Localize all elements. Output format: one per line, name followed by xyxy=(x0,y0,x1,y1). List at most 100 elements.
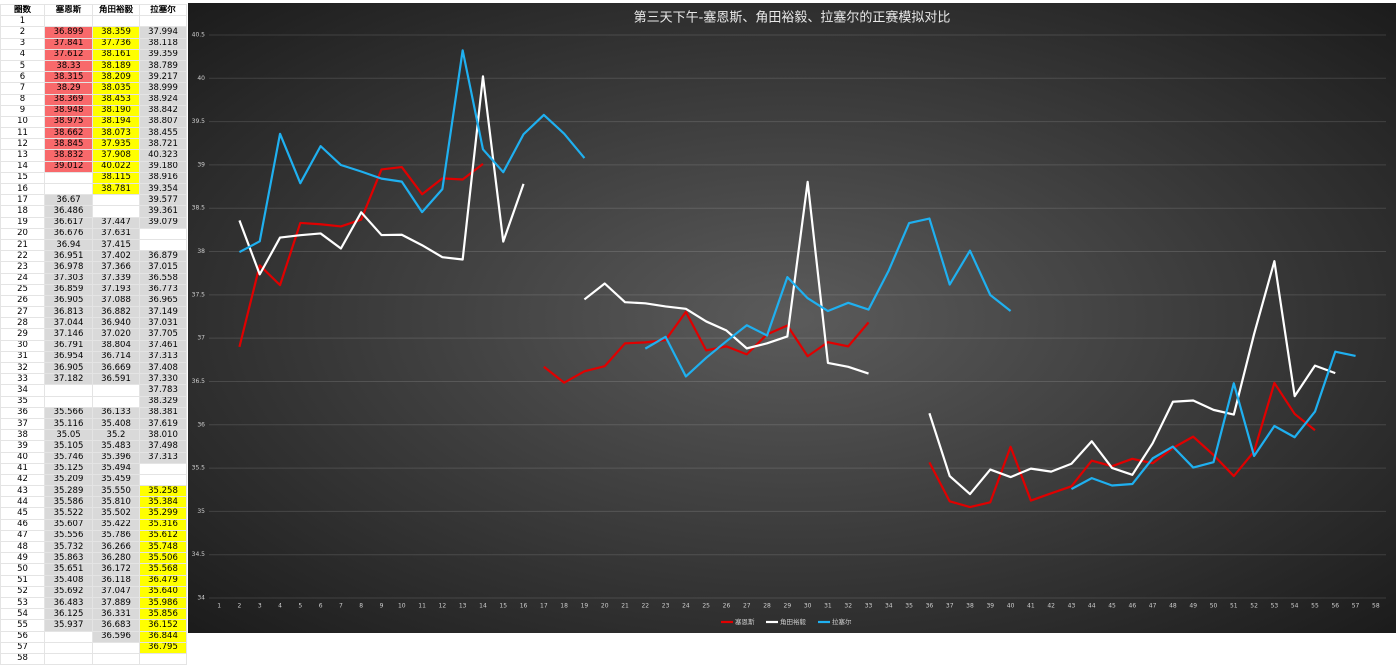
table-cell: 58 xyxy=(0,652,45,665)
table-cell xyxy=(44,652,93,665)
table-cell: 38.975 xyxy=(44,115,93,129)
table-cell: 39.079 xyxy=(139,216,187,229)
table-cell: 35.856 xyxy=(139,608,187,621)
table-cell: 28 xyxy=(0,317,45,330)
table-cell: 41 xyxy=(0,462,45,475)
table-cell: 38.073 xyxy=(92,127,140,140)
table-cell xyxy=(92,395,140,408)
table-cell: 38.832 xyxy=(44,149,93,162)
table-cell: 19 xyxy=(0,216,45,229)
table-cell: 1 xyxy=(0,15,45,28)
table-cell: 36.486 xyxy=(44,205,93,218)
table-cell: 30 xyxy=(0,339,45,352)
table-cell: 46 xyxy=(0,518,45,531)
table-cell: 2 xyxy=(0,26,45,39)
x-tick-label: 7 xyxy=(339,603,343,610)
table-cell: 17 xyxy=(0,194,45,207)
table-cell: 23 xyxy=(0,261,45,274)
table-cell: 36.844 xyxy=(139,630,187,643)
table-cell: 3 xyxy=(0,37,45,50)
table-cell: 39.361 xyxy=(139,205,187,218)
table-cell: 35.522 xyxy=(44,507,93,520)
table-cell: 37.994 xyxy=(139,26,187,39)
table-cell: 35.550 xyxy=(92,485,140,498)
table-cell xyxy=(44,630,93,643)
table-cell: 37.313 xyxy=(139,350,187,364)
table-cell: 37.020 xyxy=(92,328,140,341)
table-row: 10 38.975 38.194 38.807 xyxy=(0,115,187,129)
table-cell: 35.586 xyxy=(44,496,93,509)
table-cell: 39.577 xyxy=(139,194,187,207)
table-cell: 39.354 xyxy=(139,182,187,196)
table-cell: 29 xyxy=(0,328,45,341)
x-tick-label: 20 xyxy=(601,603,609,610)
x-tick-label: 21 xyxy=(621,603,629,610)
x-tick-label: 25 xyxy=(702,603,710,610)
table-row: 46 35.607 35.422 35.316 xyxy=(0,518,187,531)
table-cell: 26 xyxy=(0,294,45,308)
table-cell: 36.714 xyxy=(92,350,140,364)
table-cell xyxy=(139,473,187,487)
table-cell: 36.617 xyxy=(44,216,93,229)
x-tick-label: 17 xyxy=(540,603,548,610)
y-tick-label: 40.5 xyxy=(192,32,206,39)
table-cell: 36.879 xyxy=(139,250,187,263)
chart: 第三天下午-塞恩斯、角田裕毅、拉塞尔的正赛模拟对比 3434.53535.536… xyxy=(188,3,1396,633)
table-row: 43 35.289 35.550 35.258 xyxy=(0,485,187,498)
table-cell: 39 xyxy=(0,440,45,453)
header-cell: 角田裕毅 xyxy=(92,3,140,17)
table-cell: 38.035 xyxy=(92,82,140,95)
table-cell: 21 xyxy=(0,238,45,252)
table-cell: 35.408 xyxy=(44,574,93,587)
table-cell: 38.999 xyxy=(139,82,187,95)
legend-label: 塞恩斯 xyxy=(735,617,755,626)
table-cell: 35.810 xyxy=(92,496,140,509)
x-tick-label: 31 xyxy=(824,603,832,610)
x-tick-label: 43 xyxy=(1068,603,1076,610)
table-cell: 35.748 xyxy=(139,540,187,554)
table-cell: 35.209 xyxy=(44,473,93,487)
x-tick-label: 51 xyxy=(1230,603,1238,610)
x-tick-label: 45 xyxy=(1108,603,1116,610)
x-tick-label: 33 xyxy=(865,603,873,610)
table-row: 6 38.315 38.209 39.217 xyxy=(0,71,187,84)
table-cell: 35.258 xyxy=(139,485,187,498)
table-cell: 36.905 xyxy=(44,294,93,308)
y-tick-label: 36 xyxy=(197,421,205,428)
table-cell: 36.773 xyxy=(139,283,187,296)
table-cell: 36.331 xyxy=(92,608,140,621)
table-cell: 4 xyxy=(0,48,45,61)
table-row: 40 35.746 35.396 37.313 xyxy=(0,451,187,464)
y-tick-label: 37 xyxy=(197,335,205,342)
table-cell: 37.047 xyxy=(92,585,140,598)
table-cell: 36 xyxy=(0,406,45,419)
table-cell: 35.408 xyxy=(92,417,140,431)
series-line xyxy=(238,163,1316,509)
table-cell: 35.316 xyxy=(139,518,187,531)
table-cell: 35.483 xyxy=(92,440,140,453)
x-tick-label: 4 xyxy=(278,603,282,610)
table-row: 15 38.115 38.916 xyxy=(0,171,187,185)
table-cell: 38.190 xyxy=(92,104,140,117)
table-cell: 39.217 xyxy=(139,71,187,84)
table-cell: 35.568 xyxy=(139,563,187,576)
table-row: 27 36.813 36.882 37.149 xyxy=(0,306,187,319)
table-row: 18 36.486 39.361 xyxy=(0,205,187,218)
table-cell: 36.133 xyxy=(92,406,140,419)
table-cell: 37.402 xyxy=(92,250,140,263)
x-tick-label: 48 xyxy=(1169,603,1177,610)
table-cell: 49 xyxy=(0,552,45,565)
table-cell: 38.916 xyxy=(139,171,187,185)
table-cell: 35.502 xyxy=(92,507,140,520)
table-cell: 36.669 xyxy=(92,361,140,375)
table-cell xyxy=(44,395,93,408)
table-cell: 9 xyxy=(0,104,45,117)
table-cell: 35 xyxy=(0,395,45,408)
table-row: 13 38.832 37.908 40.323 xyxy=(0,149,187,162)
table-cell: 35.396 xyxy=(92,451,140,464)
table-cell: 37.044 xyxy=(44,317,93,330)
table-cell xyxy=(92,205,140,218)
table-cell: 37.631 xyxy=(92,227,140,240)
table-cell: 36.152 xyxy=(139,619,187,632)
table-cell: 8 xyxy=(0,93,45,106)
